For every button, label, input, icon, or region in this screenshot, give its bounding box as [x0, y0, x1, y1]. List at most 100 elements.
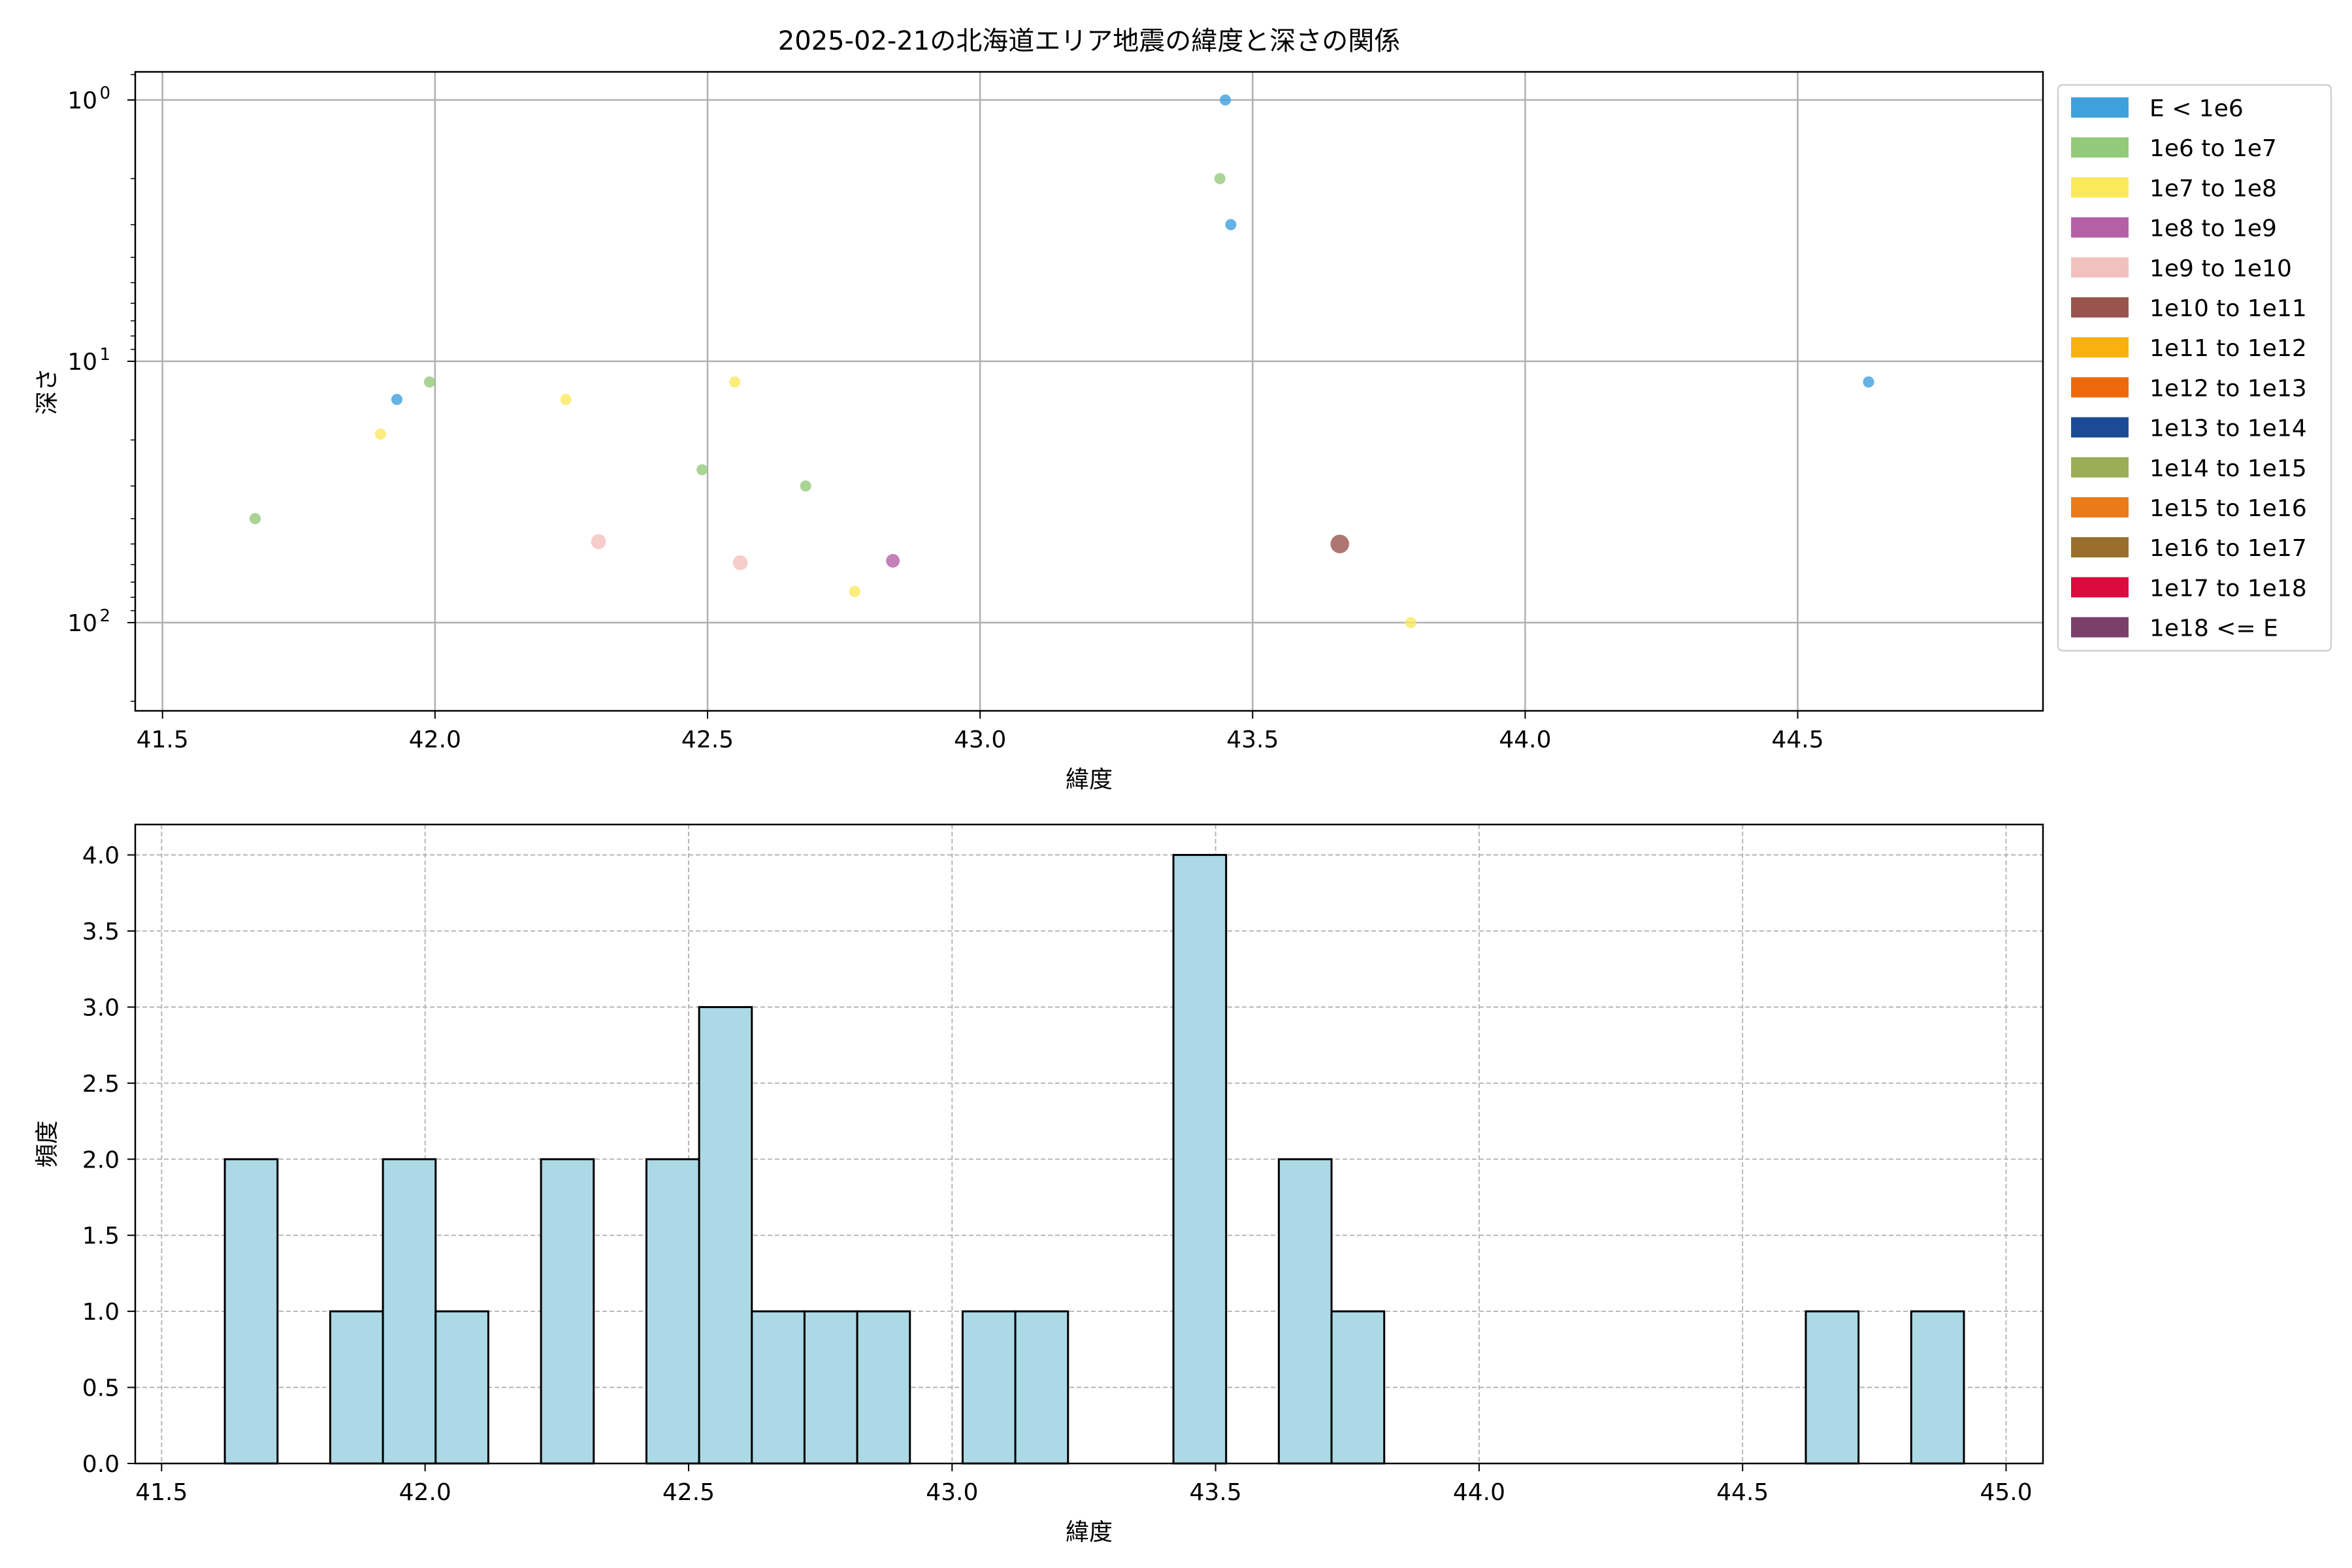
legend-label: 1e7 to 1e8 — [2149, 175, 2277, 202]
data-point — [1225, 219, 1237, 231]
scatter-plot-frame — [134, 71, 2044, 712]
data-point — [1405, 617, 1416, 629]
histogram-x-tick-label: 44.5 — [1716, 1479, 1769, 1506]
legend-frame — [2057, 84, 2332, 652]
histogram-y-tick-label: 1.5 — [82, 1223, 120, 1250]
histogram-y-tick-label: 0.0 — [82, 1451, 120, 1478]
data-point — [1330, 534, 1350, 553]
scatter-points — [249, 94, 1874, 629]
scatter-y-tick-exponent: 0 — [99, 84, 110, 103]
scatter-title: 2025-02-21の北海道エリア地震の緯度と深さの関係 — [778, 26, 1400, 56]
legend-label: 1e9 to 1e10 — [2149, 255, 2292, 282]
histogram-x-axis: 41.5 42.0 42.5 43.0 43.5 44.0 44.5 45.0 — [135, 1463, 2033, 1506]
histogram-bar — [856, 1310, 911, 1465]
legend-label: 1e12 to 1e13 — [2149, 375, 2307, 402]
legend-label: 1e13 to 1e14 — [2149, 416, 2307, 442]
legend-label: 1e8 to 1e9 — [2149, 216, 2277, 242]
data-point — [560, 393, 572, 406]
scatter-x-tick-label: 43.5 — [1226, 727, 1279, 753]
histogram-bar — [1172, 854, 1228, 1465]
histogram-bar — [540, 1158, 595, 1465]
scatter-x-tick-label: 43.0 — [954, 727, 1006, 753]
data-point — [591, 534, 606, 549]
scatter-x-tick-label: 44.0 — [1499, 727, 1551, 753]
legend-swatch — [2071, 497, 2129, 517]
scatter-y-axis-label: 深さ — [34, 368, 61, 415]
legend-label: 1e14 to 1e15 — [2149, 455, 2307, 482]
scatter-legend: E < 1e6 1e6 to 1e7 1e7 to 1e8 1e8 to 1e9 1e9… — [2057, 84, 2332, 652]
histogram-y-axis-label: 頻度 — [34, 1120, 61, 1168]
legend-label: 1e11 to 1e12 — [2149, 335, 2307, 362]
histogram-x-axis-label: 緯度 — [1066, 1519, 1113, 1546]
histogram-y-tick-label: 2.5 — [82, 1071, 120, 1098]
legend-swatch — [2071, 297, 2129, 318]
histogram-bar — [1910, 1310, 1965, 1465]
scatter-y-tick-label: 10 — [67, 88, 97, 114]
data-point — [696, 464, 708, 476]
histogram-x-tick-label: 41.5 — [135, 1479, 188, 1506]
histogram-chart: 41.5 42.0 42.5 43.0 43.5 44.0 44.5 45.0 0.0 0.5 1… — [34, 823, 2044, 1546]
histogram-y-axis: 0.0 0.5 1.0 1.5 2.0 2.5 3.0 3.5 4.0 — [82, 843, 135, 1478]
histogram-bar — [1277, 1158, 1333, 1465]
histogram-bar — [751, 1310, 806, 1465]
legend-swatch — [2071, 537, 2129, 558]
histogram-y-tick-label: 4.0 — [82, 843, 120, 870]
data-point — [849, 585, 860, 597]
legend-swatch — [2071, 337, 2129, 358]
scatter-chart: 2025-02-21の北海道エリア地震の緯度と深さの関係 41.5 42.0 42.… — [34, 26, 2332, 793]
histogram-plot-frame — [134, 823, 2044, 1465]
legend-label: 1e17 to 1e18 — [2149, 575, 2307, 602]
scatter-y-tick-exponent: 2 — [99, 606, 110, 626]
histogram-y-tick-label: 3.5 — [82, 919, 120, 945]
legend-label: 1e6 to 1e7 — [2149, 135, 2277, 162]
data-point — [1863, 376, 1874, 388]
scatter-grid — [135, 72, 2043, 711]
histogram-y-tick-label: 3.0 — [82, 994, 120, 1021]
scatter-y-tick-label: 10 — [67, 349, 97, 376]
legend-swatch — [2071, 617, 2129, 638]
histogram-bar — [223, 1158, 279, 1465]
data-point — [374, 428, 386, 440]
data-point — [729, 376, 741, 388]
histogram-x-tick-label: 42.5 — [662, 1479, 715, 1506]
legend-swatch — [2071, 217, 2129, 238]
histogram-bar — [961, 1310, 1017, 1465]
histogram-bar — [645, 1158, 700, 1465]
scatter-y-tick-label: 10 — [67, 610, 97, 637]
legend-swatch — [2071, 417, 2129, 438]
scatter-x-tick-label: 42.0 — [409, 727, 461, 753]
histogram-x-tick-label: 42.0 — [399, 1479, 451, 1506]
data-point — [423, 376, 436, 388]
histogram-bar — [698, 1005, 753, 1465]
scatter-y-tick-exponent: 1 — [99, 345, 110, 365]
data-point — [1220, 94, 1232, 106]
histogram-bar — [1805, 1310, 1860, 1465]
legend-swatch — [2071, 457, 2129, 478]
legend-swatch — [2071, 97, 2129, 118]
legend-label: 1e18 <= E — [2149, 615, 2278, 642]
legend-swatch — [2071, 577, 2129, 598]
data-point — [391, 393, 403, 406]
histogram-x-tick-label: 43.5 — [1190, 1479, 1242, 1506]
legend-label: 1e10 to 1e11 — [2149, 295, 2307, 322]
histogram-bar — [382, 1158, 437, 1465]
legend-swatch — [2071, 377, 2129, 398]
histogram-y-tick-label: 0.5 — [82, 1375, 120, 1402]
legend-swatch — [2071, 177, 2129, 198]
scatter-x-tick-label: 41.5 — [137, 727, 189, 753]
data-point — [1214, 172, 1226, 184]
scatter-x-tick-label: 42.5 — [681, 727, 734, 753]
histogram-bars — [223, 854, 1965, 1465]
data-point — [886, 553, 900, 568]
histogram-bar — [1330, 1310, 1386, 1465]
data-point — [732, 555, 748, 570]
legend-label: E < 1e6 — [2149, 95, 2244, 122]
histogram-x-tick-label: 44.0 — [1453, 1479, 1505, 1506]
histogram-bar — [803, 1310, 858, 1465]
histogram-x-tick-label: 45.0 — [1980, 1479, 2032, 1506]
histogram-bar — [329, 1310, 384, 1465]
histogram-x-tick-label: 43.0 — [926, 1479, 978, 1506]
scatter-x-axis: 41.5 42.0 42.5 43.0 43.5 44.0 44.5 — [137, 711, 1824, 753]
